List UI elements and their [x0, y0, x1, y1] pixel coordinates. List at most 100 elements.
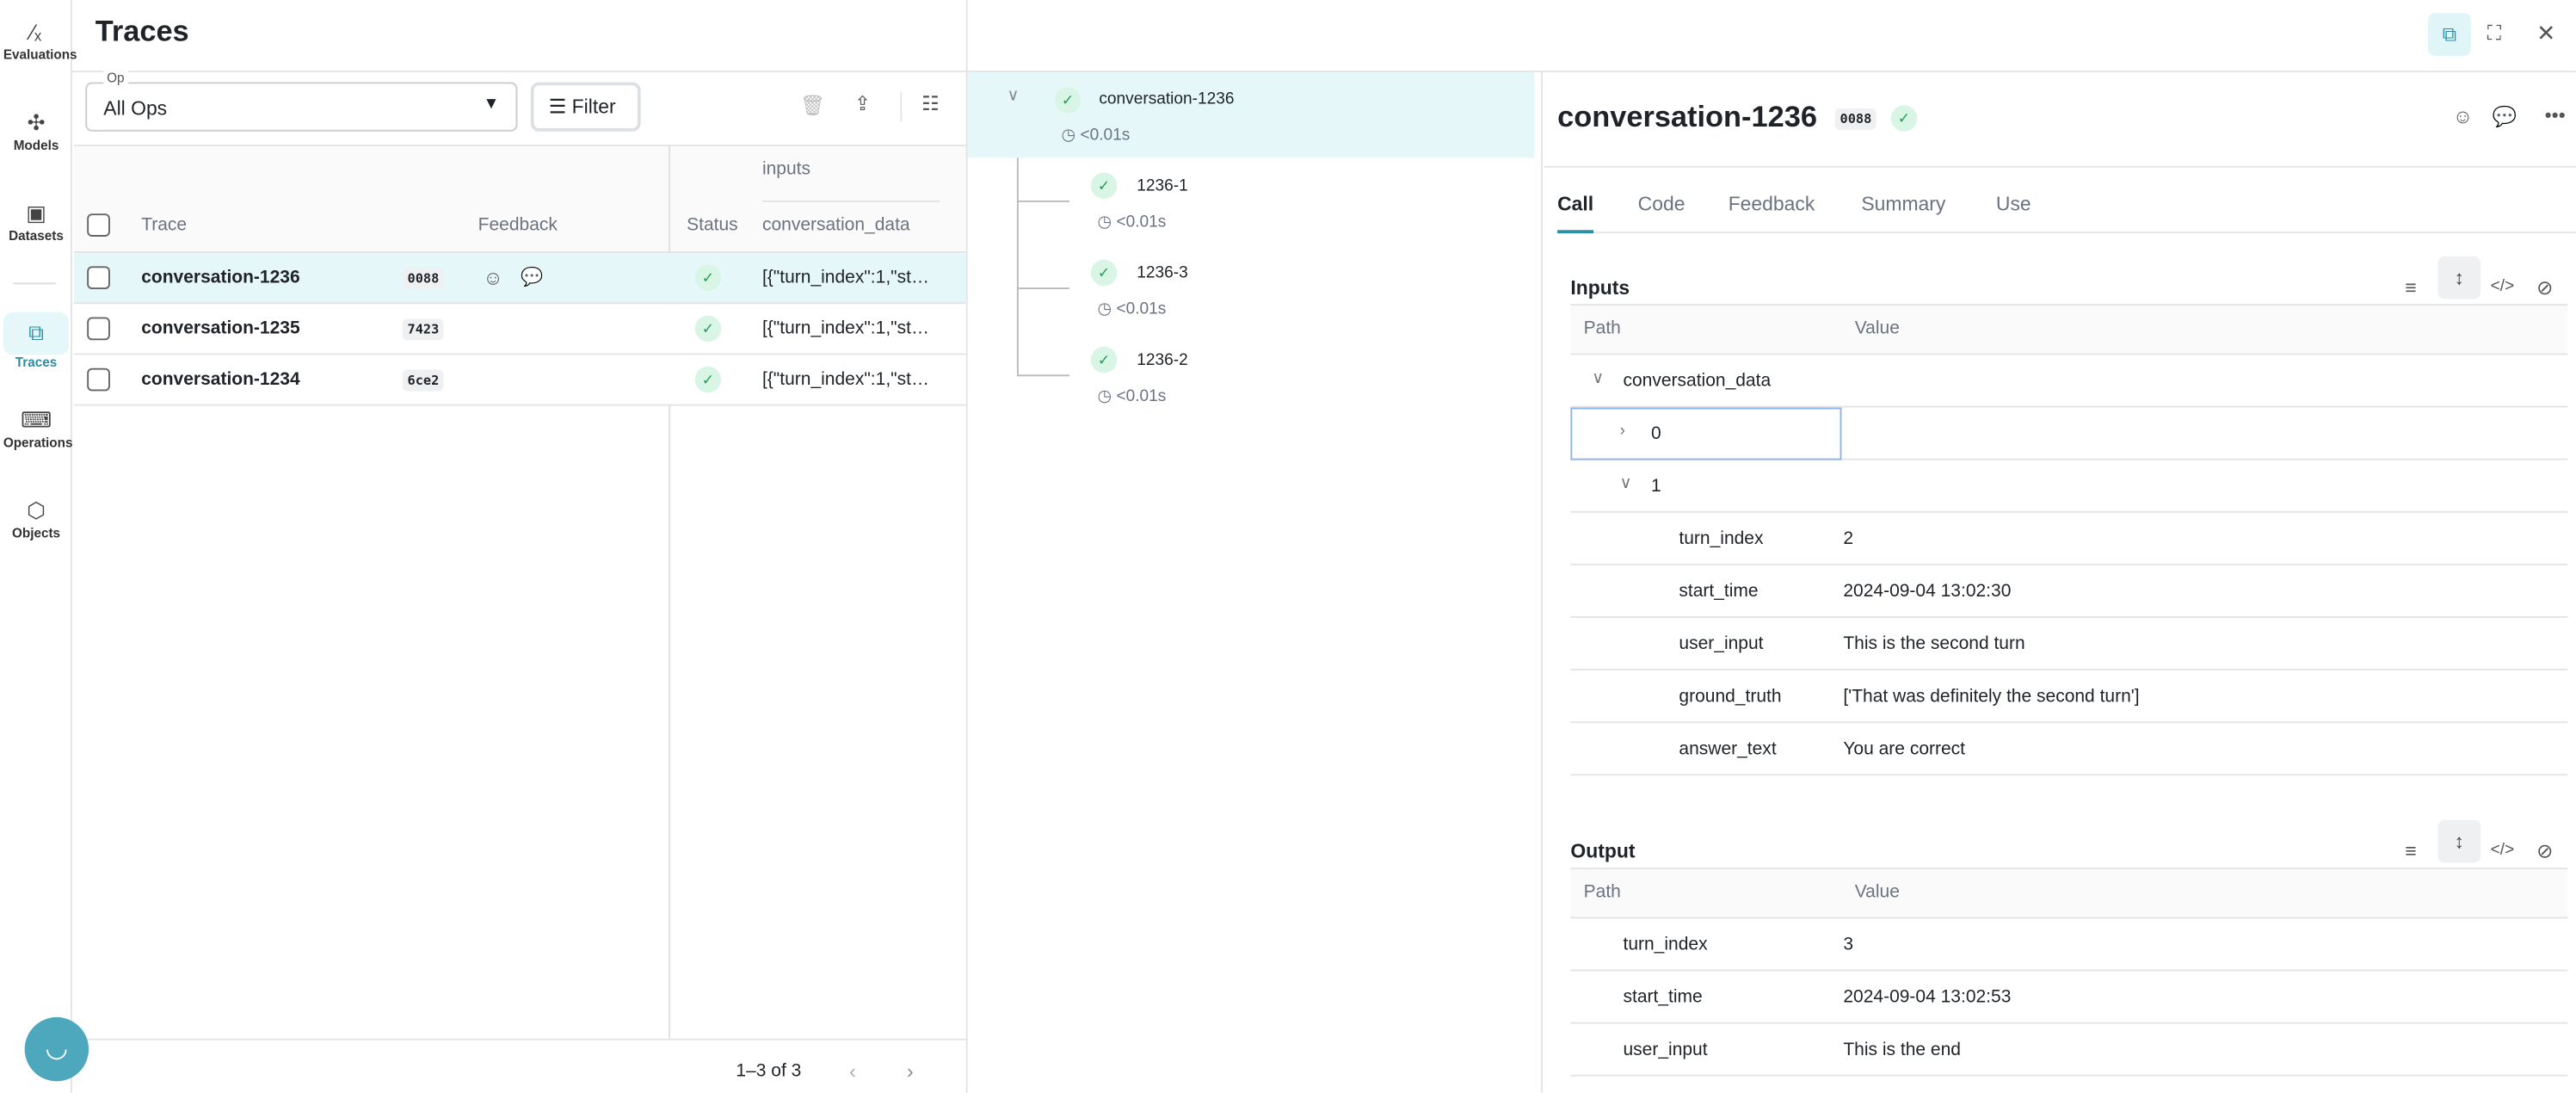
tab-feedback[interactable]: Feedback: [1728, 192, 1815, 216]
table-row[interactable]: [73, 304, 966, 355]
clock-icon: ◷: [1097, 387, 1112, 406]
row-checkbox[interactable]: [87, 266, 110, 290]
code-view-icon[interactable]: </>: [2490, 841, 2515, 860]
inputs-row[interactable]: [1570, 408, 2568, 460]
inputs-row[interactable]: [1570, 565, 2568, 618]
row-checkbox[interactable]: [87, 317, 110, 341]
export-icon[interactable]: ⇪: [854, 91, 872, 115]
column-header-status[interactable]: Status: [687, 215, 738, 236]
inputs-row[interactable]: [1570, 723, 2568, 776]
chevron-down-icon[interactable]: ∨: [1592, 369, 1605, 388]
traces-icon: ⧉: [2442, 22, 2457, 46]
column-header-trace[interactable]: Trace: [141, 215, 188, 236]
tab-code[interactable]: Code: [1637, 192, 1685, 216]
chevron-down-icon[interactable]: ∨: [1619, 474, 1632, 493]
tab-use[interactable]: Use: [1995, 192, 2031, 216]
inputs-row[interactable]: [1570, 670, 2568, 724]
chevron-right-icon[interactable]: ›: [1619, 422, 1626, 441]
value-header: Value: [1854, 318, 1900, 339]
value-cell: This is the end: [1843, 1040, 1961, 1060]
chat-icon: ◡: [45, 1034, 69, 1064]
path-cell: ground_truth: [1679, 687, 1782, 707]
operations-icon: ⌨: [21, 407, 52, 433]
inputs-row[interactable]: [1570, 513, 2568, 565]
trace-name[interactable]: conversation-1235: [141, 318, 300, 339]
tab-call[interactable]: Call: [1557, 192, 1594, 216]
hide-icon[interactable]: ⊘: [2536, 839, 2554, 863]
output-row[interactable]: [1570, 971, 2568, 1024]
trace-name[interactable]: conversation-1236: [141, 268, 300, 288]
more-options-icon[interactable]: •••: [2544, 103, 2566, 127]
conversation-data-cell[interactable]: [{"turn_index":1,"st…: [761, 369, 929, 390]
sidebar-item-models[interactable]: ✣ Models: [3, 108, 69, 153]
value-cell: This is the second turn: [1843, 634, 2025, 654]
column-header-conversation-data[interactable]: conversation_data: [761, 215, 910, 236]
traces-icon: ⧉: [3, 312, 70, 355]
detail-id-badge: 0088: [1834, 108, 1877, 130]
objects-icon: ⬡: [27, 497, 46, 523]
list-view-icon[interactable]: ≡: [2405, 275, 2417, 299]
path-cell: 0: [1650, 423, 1661, 444]
list-view-icon[interactable]: ≡: [2405, 839, 2417, 863]
op-label: Op: [103, 71, 128, 86]
close-icon[interactable]: ✕: [2536, 19, 2556, 46]
fullscreen-icon[interactable]: ⛶: [2487, 21, 2501, 45]
comment-icon[interactable]: 💬: [2492, 105, 2517, 128]
delete-icon[interactable]: 🗑: [799, 93, 825, 117]
conversation-data-cell[interactable]: [{"turn_index":1,"st…: [761, 268, 929, 288]
table-row[interactable]: [73, 355, 966, 406]
sidebar-item-datasets[interactable]: ▣ Datasets: [3, 199, 69, 244]
op-value: All Ops: [103, 96, 168, 120]
hide-icon[interactable]: ⊘: [2536, 275, 2554, 299]
conversation-data-cell[interactable]: [{"turn_index":1,"st…: [761, 318, 929, 339]
sidebar-item-objects[interactable]: ⬡ Objects: [3, 497, 69, 541]
value-cell: 2: [1843, 528, 1854, 549]
row-checkbox[interactable]: [87, 367, 110, 392]
column-header-feedback[interactable]: Feedback: [478, 215, 558, 236]
sidebar: ⁄ₓ Evaluations ✣ Models ▣ Datasets ⧉ Traces …: [0, 0, 89, 1093]
output-row[interactable]: [1570, 918, 2568, 972]
code-view-icon[interactable]: </>: [2490, 277, 2515, 296]
sidebar-divider: [13, 282, 56, 285]
output-section-title: Output: [1570, 839, 1636, 863]
trace-name[interactable]: conversation-1234: [141, 369, 300, 390]
expand-rows-icon[interactable]: ↕: [2437, 256, 2481, 299]
next-page-button[interactable]: ›: [906, 1059, 914, 1084]
filter-button[interactable]: ☰ Filter: [530, 82, 641, 132]
success-icon: ✓: [1090, 172, 1118, 200]
comment-icon[interactable]: 💬: [521, 268, 544, 288]
value-header: Value: [1854, 882, 1900, 903]
success-icon: ✓: [1090, 346, 1118, 374]
page-title: Traces: [95, 15, 189, 48]
chevron-down-icon[interactable]: ∨: [1007, 87, 1020, 106]
path-cell: answer_text: [1679, 739, 1777, 760]
active-tab-indicator: [1557, 230, 1594, 234]
sidebar-label: Traces: [15, 355, 58, 370]
expand-rows-icon[interactable]: ↕: [2437, 819, 2481, 863]
sidebar-label: Objects: [11, 526, 61, 541]
evaluations-icon: ⁄ₓ: [30, 19, 42, 45]
inputs-row[interactable]: [1570, 355, 2568, 408]
table-row[interactable]: [73, 253, 966, 305]
trace-tree-toggle-button[interactable]: ⧉: [2428, 13, 2471, 56]
columns-icon[interactable]: ☷: [921, 91, 940, 115]
chat-support-button[interactable]: ◡: [24, 1016, 89, 1082]
sidebar-item-operations[interactable]: ⌨ Operations: [3, 406, 73, 451]
sidebar-item-evaluations[interactable]: ⁄ₓ Evaluations: [3, 18, 77, 63]
tab-summary[interactable]: Summary: [1861, 192, 1946, 216]
sidebar-label: Datasets: [9, 228, 64, 244]
sidebar-label: Models: [13, 138, 59, 153]
path-cell: 1: [1650, 476, 1661, 497]
sidebar-item-traces[interactable]: ⧉ Traces: [3, 312, 70, 370]
op-select[interactable]: Op All Ops ▼: [85, 71, 518, 132]
value-cell: 2024-09-04 13:02:30: [1843, 581, 2012, 602]
output-row[interactable]: [1570, 1024, 2568, 1077]
add-reaction-icon[interactable]: ☺: [2452, 105, 2474, 128]
inputs-row[interactable]: [1570, 460, 2568, 513]
inputs-row[interactable]: [1570, 618, 2568, 671]
tree-node-root[interactable]: [967, 72, 1535, 158]
select-all-checkbox[interactable]: [87, 213, 110, 237]
add-reaction-icon[interactable]: ☺: [483, 266, 503, 290]
prev-page-button[interactable]: ‹: [849, 1059, 856, 1084]
success-icon: ✓: [1054, 87, 1082, 114]
